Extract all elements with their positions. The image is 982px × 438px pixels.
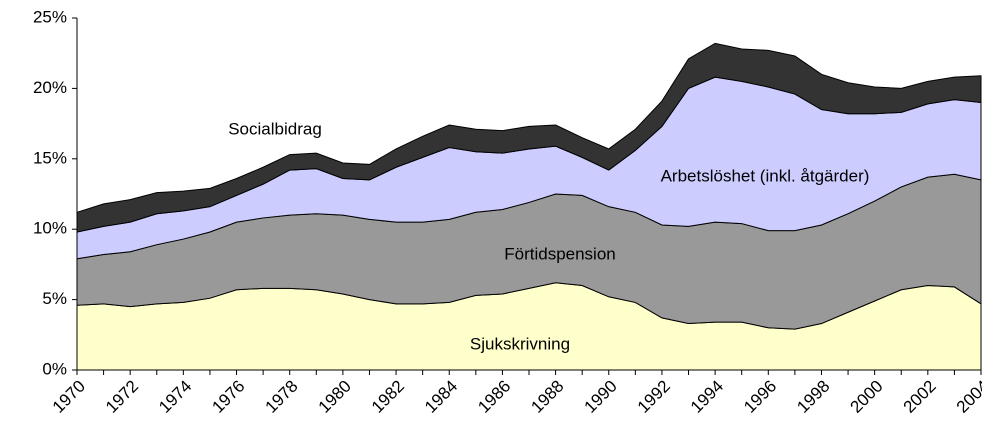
y-tick-label: 15% [33, 148, 67, 167]
y-tick-label: 5% [42, 289, 67, 308]
x-tick-label: 1988 [527, 377, 567, 417]
x-tick-label: 1970 [49, 377, 89, 417]
x-tick-label: 1986 [474, 377, 514, 417]
y-tick-label: 0% [42, 359, 67, 378]
x-tick-label: 1980 [315, 377, 355, 417]
x-tick-label: 1978 [262, 377, 302, 417]
series-label: Sjukskrivning [470, 334, 570, 353]
x-tick-label: 1982 [368, 377, 408, 417]
x-tick-label: 2004 [953, 377, 982, 417]
series-label: Förtidspension [504, 244, 616, 263]
x-tick-label: 1976 [208, 377, 248, 417]
y-tick-label: 25% [33, 7, 67, 26]
x-tick-label: 1994 [687, 377, 727, 417]
x-tick-label: 2002 [900, 377, 940, 417]
x-tick-label: 1984 [421, 377, 461, 417]
series-label: Arbetslöshet (inkl. åtgärder) [661, 166, 870, 185]
x-tick-label: 2000 [846, 377, 886, 417]
x-tick-label: 1992 [634, 377, 674, 417]
x-tick-label: 1990 [581, 377, 621, 417]
y-tick-label: 20% [33, 78, 67, 97]
x-tick-label: 1974 [155, 377, 195, 417]
x-tick-label: 1996 [740, 377, 780, 417]
series-label: Socialbidrag [228, 119, 322, 138]
x-tick-label: 1972 [102, 377, 142, 417]
area [76, 42, 982, 233]
y-tick-label: 10% [33, 219, 67, 238]
x-tick-label: 1998 [793, 377, 833, 417]
